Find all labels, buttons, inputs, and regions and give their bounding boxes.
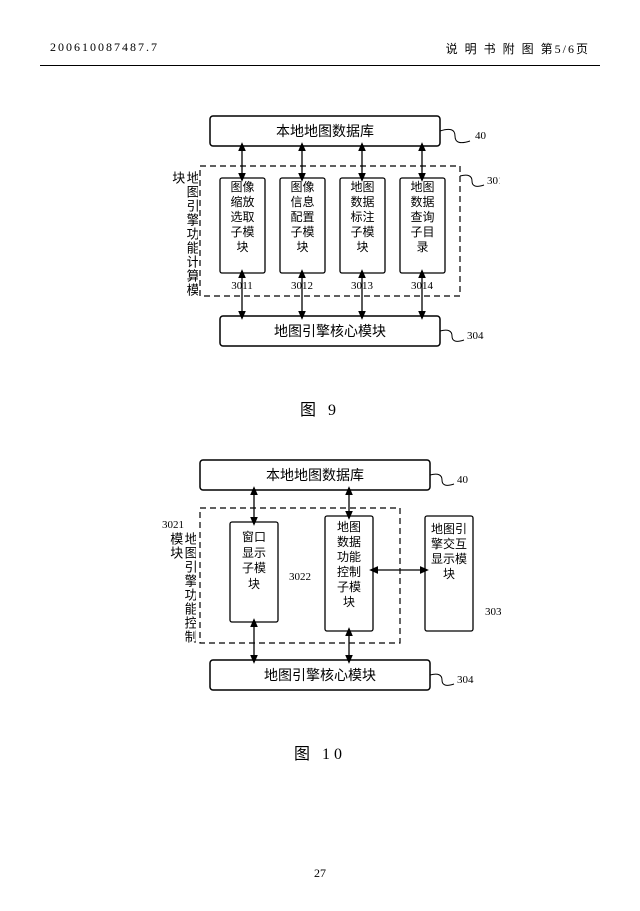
fig10-caption: 图 10	[0, 740, 640, 764]
figure-9: 本地地图数据库 40 301 地图引擎功能计算模块 图像缩放选取子模块 3011…	[140, 106, 500, 366]
fig9-modules: 图像缩放选取子模块 3011 图像信息配置子模块 3012 地图数据标注子模块 …	[220, 146, 445, 316]
fig10-modB-ref: 3022	[289, 571, 311, 583]
header-rule	[40, 65, 600, 66]
fig10-modB-label: 地图数据功能控制子模块	[327, 520, 371, 610]
fig9-top-leader	[440, 129, 470, 142]
fig9-top-label: 本地地图数据库	[276, 124, 374, 140]
fig10-bottom-label: 地图引擎核心模块	[264, 668, 376, 684]
fig10-side-label: 地图引擎功能控制模块	[168, 532, 196, 652]
fig10-right-ref: 303	[485, 606, 502, 618]
fig10-top-label: 本地地图数据库	[266, 468, 364, 484]
page-header: 200610087487.7 说 明 书 附 图 第5/6页	[0, 0, 640, 65]
fig9-dashed-leader	[460, 175, 484, 186]
fig9-bottom-leader	[440, 330, 464, 341]
fig10-right-label: 地图引擎交互显示模块	[427, 522, 471, 582]
fig9-mod3-label: 地图数据标注子模块	[342, 180, 383, 255]
fig10-modA-label: 窗口显示子模块	[232, 530, 276, 592]
fig9-mod4-label: 地图数据查询子目录	[402, 180, 443, 255]
header-right: 说 明 书 附 图 第5/6页	[446, 40, 590, 57]
fig9-top-ref: 40	[475, 130, 487, 142]
fig10-bottom-ref: 304	[457, 674, 474, 686]
fig10-dashed-ref: 3021	[162, 519, 184, 531]
figure-10: 本地地图数据库 40 3021 地图引擎功能控制模块 窗口显示子模块 3022 …	[140, 450, 500, 710]
fig9-bottom-ref: 304	[467, 330, 484, 342]
fig9-bottom-label: 地图引擎核心模块	[274, 324, 386, 340]
header-left: 200610087487.7	[50, 40, 159, 57]
page-number: 27	[0, 866, 640, 881]
fig9-caption: 图 9	[0, 396, 640, 420]
fig10-top-ref: 40	[457, 474, 469, 486]
fig9-mod1-label: 图像缩放选取子模块	[222, 180, 263, 255]
fig9-dashed-ref: 301	[487, 175, 500, 187]
fig9-mod2-label: 图像信息配置子模块	[282, 180, 323, 255]
fig9-side-label: 地图引擎功能计算模块	[170, 171, 198, 301]
